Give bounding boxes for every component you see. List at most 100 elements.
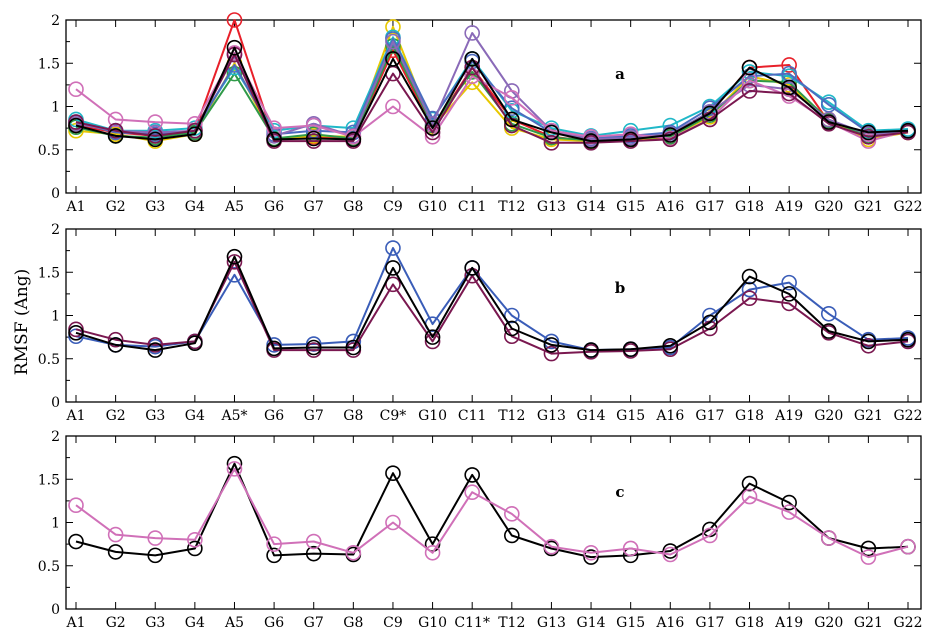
data-point [147,342,164,358]
x-tick-label: G10 [418,199,447,215]
data-point [226,39,243,56]
data-point [741,488,758,505]
plot-frame [65,435,922,610]
data-point [345,339,362,356]
data-point [266,337,282,353]
series-line [68,248,916,358]
x-tick-label: G4 [185,615,205,631]
y-tick-label: 0 [51,602,60,618]
x-tick-label: G17 [695,408,724,424]
data-point [266,340,282,357]
data-point [385,465,401,481]
data-point [226,12,243,28]
data-point [622,540,639,557]
data-point [781,494,797,511]
data-point [702,314,718,331]
data-point [385,514,401,531]
series-polyline [75,51,909,143]
data-point [107,337,124,353]
data-point [583,549,599,565]
data-point [305,545,322,562]
data-point [702,527,718,544]
x-tick-label: G15 [616,615,645,631]
series-line [68,455,916,565]
panel-letter: b [615,279,626,297]
data-point [385,276,401,293]
panel-c: 0 0.5 1 1.5 2 A1 G2 G3 G4 A5 G6 G7 G8 C9 G10 C11* T12 G13… [38,429,923,631]
data-point [622,131,639,148]
x-tick-label: G20 [814,199,843,215]
data-point [781,79,797,96]
x-tick-label: G2 [106,199,126,215]
data-point [147,131,164,148]
y-tick-label: 1.5 [38,56,60,72]
x-tick-label: G3 [145,199,165,215]
data-point [226,461,243,477]
x-tick-label: T12 [498,615,525,631]
x-tick-label: G10 [418,615,447,631]
data-point [781,274,797,291]
data-point [266,131,282,148]
data-point [504,90,520,106]
x-tick-label: G18 [735,408,764,424]
data-point [424,544,441,561]
y-tick-label: 0.5 [38,143,60,159]
data-point [781,286,797,302]
data-point [741,59,758,76]
y-tick-label: 0.5 [38,559,60,575]
x-tick-label: G21 [854,199,883,215]
y-axis-label: RMSF (Ang) [12,269,32,375]
data-point [464,51,480,67]
plot-frame [65,228,922,403]
data-point [543,337,560,353]
data-point [68,117,84,134]
x-tick-label: A1 [65,615,85,631]
data-point [860,549,877,565]
data-point [741,475,758,492]
x-tick-label: C11* [454,615,490,631]
x-tick-label: G22 [894,199,923,215]
data-point [147,547,164,564]
x-tick-label: G8 [343,615,363,631]
data-point [424,333,441,350]
data-point [385,98,401,115]
data-point [583,544,599,561]
x-tick-label: C11 [458,408,487,424]
data-point [662,341,679,358]
x-tick-label: C9 [383,615,403,631]
panel-b: 0 0.5 1 1.5 2 A1 G2 G3 G4 A5* G6 G7 G8 C9* G10 C11 T12 G1… [38,222,923,424]
data-point [662,127,679,143]
y-tick-label: 0.5 [38,352,60,368]
data-point [68,114,84,130]
data-point [860,337,877,354]
data-point [147,128,164,144]
x-tick-label: G2 [106,408,126,424]
data-point [662,131,679,148]
x-tick-label: A16 [655,199,684,215]
data-point [860,540,877,557]
data-point [781,504,797,520]
data-point [107,128,124,144]
data-point [741,72,758,89]
x-tick-label: A16 [655,615,684,631]
y-tick-label: 2 [51,222,60,238]
x-tick-label: G10 [418,408,447,424]
data-point [345,131,362,148]
y-tick-label: 2 [51,13,60,29]
data-point [385,51,401,67]
data-point [543,124,560,141]
x-tick-label: G8 [343,408,363,424]
data-point [464,467,480,483]
x-tick-label: G13 [537,199,566,215]
data-point [187,122,203,139]
data-point [266,536,282,552]
data-point [860,124,877,141]
panel-a: 0 0.5 1 1.5 2 A1 G2 G3 G4 A5 G6 G7 G8 C9 G10 C11 T12 G13 G… [38,12,923,215]
x-tick-label: G6 [264,408,284,424]
x-tick-label: C9* [380,408,407,424]
x-tick-label: G17 [695,615,724,631]
data-point [464,484,480,501]
data-point [504,320,520,337]
data-point [543,538,560,555]
data-point [68,533,84,550]
